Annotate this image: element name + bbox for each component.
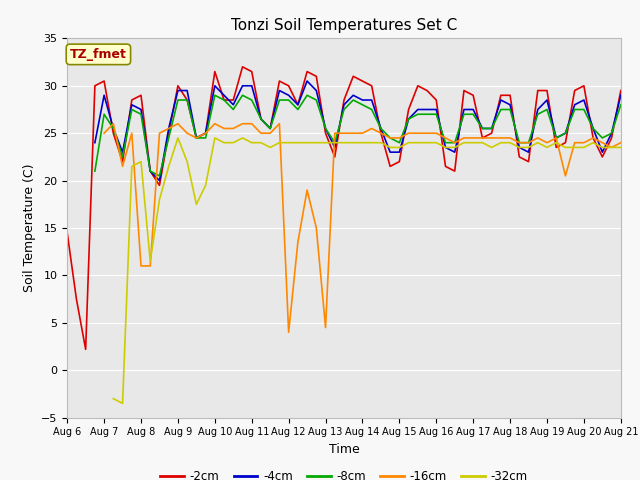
Text: TZ_fmet: TZ_fmet (70, 48, 127, 61)
Title: Tonzi Soil Temperatures Set C: Tonzi Soil Temperatures Set C (231, 18, 457, 33)
X-axis label: Time: Time (328, 443, 360, 456)
Y-axis label: Soil Temperature (C): Soil Temperature (C) (22, 164, 36, 292)
Legend: -2cm, -4cm, -8cm, -16cm, -32cm: -2cm, -4cm, -8cm, -16cm, -32cm (156, 465, 532, 480)
